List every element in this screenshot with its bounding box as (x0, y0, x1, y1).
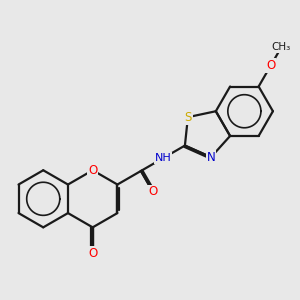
Text: NH: NH (155, 153, 172, 163)
Text: O: O (88, 247, 97, 260)
Text: O: O (148, 185, 158, 199)
Text: N: N (207, 151, 215, 164)
Text: S: S (184, 111, 192, 124)
Text: O: O (88, 164, 97, 177)
Text: O: O (266, 59, 275, 72)
Text: CH₃: CH₃ (272, 42, 291, 52)
